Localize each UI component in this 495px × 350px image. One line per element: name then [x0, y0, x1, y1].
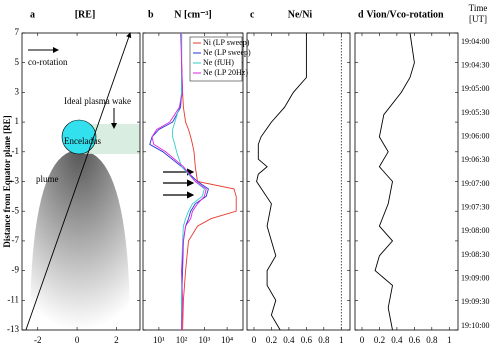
annotation: Enceladus [64, 136, 101, 146]
y-tick-label: 7 [15, 27, 20, 37]
annotation: plume [36, 174, 59, 184]
x-tick-label: 0.8 [426, 335, 438, 345]
x-tick-label: 1 [339, 335, 344, 345]
panel-frame [247, 33, 350, 330]
time-tick-label: 19:04:30 [461, 60, 489, 69]
panel-letter: b [148, 9, 154, 20]
x-tick-label: 0.6 [301, 335, 313, 345]
time-tick-label: 19:08:30 [461, 250, 489, 259]
x-tick-label: 0 [252, 335, 257, 345]
y-tick-label: -7 [12, 235, 20, 245]
time-tick-label: 19:04:00 [461, 37, 489, 46]
y-tick-label: 1 [15, 116, 20, 126]
figure: a [RE] 7 5 3 1 -1 -3 -5 -7 -9 -11 -13 -2 0 2 Distance fr… [0, 0, 495, 350]
series-line [257, 33, 307, 330]
panel-header: Vion/Vco-rotation [366, 9, 444, 20]
time-tick-label: 19:09:00 [461, 273, 489, 282]
time-tick-label: 19:10:00 [461, 321, 489, 330]
x-tick-label: 0 [360, 335, 365, 345]
annotation: Ideal plasma wake [64, 96, 131, 106]
legend-label: Ne (fUH) [203, 58, 234, 67]
panel-letter: c [250, 9, 255, 20]
legend-label: Ne (LP 20Hz) [203, 68, 248, 77]
panel-header: [RE] [75, 9, 96, 20]
y-tick-label: 3 [15, 86, 20, 96]
annotation: co-rotation [28, 57, 68, 67]
series-line [375, 33, 414, 330]
x-tick-label: 2 [114, 335, 119, 345]
y-tick-label: -1 [12, 146, 20, 156]
panel-frame [355, 33, 458, 330]
y-tick-label: -11 [7, 294, 19, 304]
time-title: Time [469, 3, 488, 13]
time-tick-label: 19:08:00 [461, 226, 489, 235]
time-tick-label: 19:05:00 [461, 84, 489, 93]
x-tick-label: 10⁴ [221, 335, 233, 345]
time-tick-label: 19:09:30 [461, 297, 489, 306]
x-tick-label: 1 [447, 335, 452, 345]
y-tick-label: -13 [7, 324, 19, 334]
x-tick-label: 10³ [199, 335, 211, 345]
x-tick-label: 0.4 [391, 335, 403, 345]
x-tick-label: 0.2 [266, 335, 277, 345]
panel-letter: a [30, 9, 35, 20]
time-tick-label: 19:07:30 [461, 202, 489, 211]
panel-header: N [cm⁻³] [174, 9, 211, 20]
panel-header: Ne/Ni [288, 9, 313, 20]
y-tick-label: -5 [12, 205, 20, 215]
time-tick-label: 19:06:30 [461, 155, 489, 164]
legend-label: Ne (LP sweep) [203, 48, 251, 57]
x-tick-label: 0.4 [283, 335, 295, 345]
x-tick-label: 0.2 [374, 335, 385, 345]
x-tick-label: 10² [176, 335, 188, 345]
x-tick-label: 0 [75, 335, 80, 345]
y-tick-label: -9 [12, 265, 20, 275]
time-tick-label: 19:07:00 [461, 179, 489, 188]
y-tick-label: -3 [12, 176, 20, 186]
legend-label: Ni (LP sweep) [203, 38, 250, 47]
time-tick-label: 19:05:30 [461, 108, 489, 117]
x-tick-label: 0.8 [318, 335, 330, 345]
time-tick-label: 19:06:00 [461, 131, 489, 140]
y-tick-label: 5 [15, 57, 20, 67]
x-tick-label: 0.6 [409, 335, 421, 345]
y-axis-label: Distance from Equator plane [RE] [2, 115, 12, 247]
x-tick-label: -2 [34, 335, 42, 345]
panel-letter: d [358, 9, 364, 20]
time-unit: [UT] [469, 14, 487, 24]
x-tick-label: 10¹ [153, 335, 165, 345]
